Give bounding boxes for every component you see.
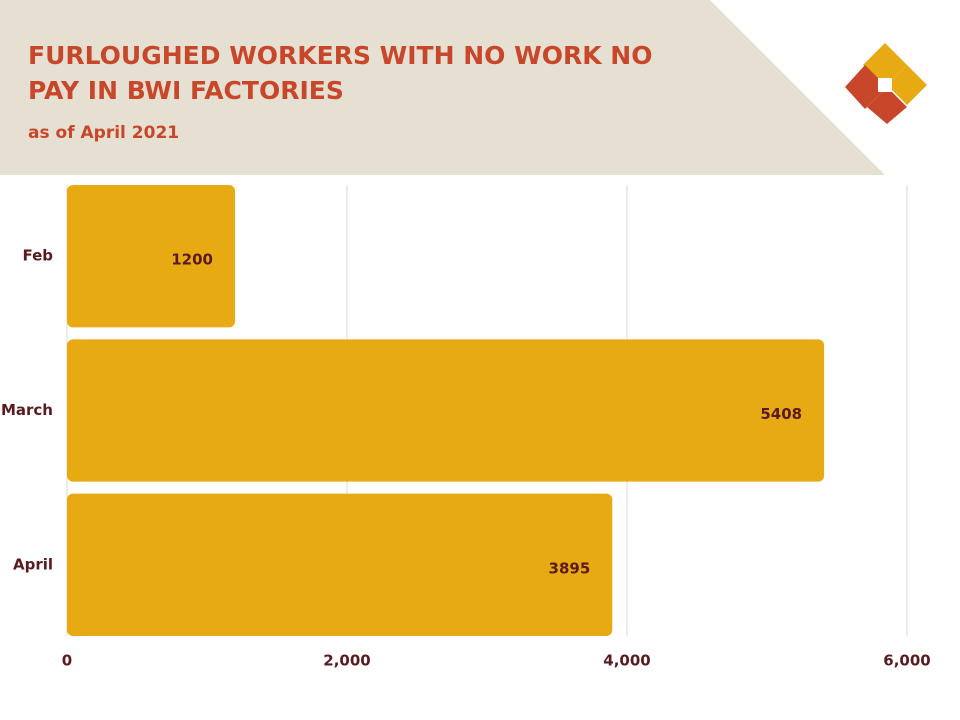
bar (67, 339, 825, 482)
chart-title: FURLOUGHED WORKERS WITH NO WORK NO PAY IN… (28, 41, 652, 105)
header-panel (0, 0, 885, 175)
value-label: 3895 (549, 559, 591, 577)
y-tick-label: Feb (22, 247, 53, 265)
y-tick-label: March (1, 401, 53, 419)
logo (845, 43, 927, 124)
bar (67, 185, 235, 328)
chart-subtitle: as of April 2021 (28, 123, 179, 143)
value-label: 5408 (760, 405, 802, 423)
x-tick-label: 0 (62, 652, 72, 670)
y-tick-label: April (13, 555, 53, 573)
value-label: 1200 (171, 251, 213, 269)
bar (67, 493, 613, 636)
x-tick-label: 4,000 (603, 652, 650, 670)
x-tick-label: 6,000 (883, 652, 930, 670)
x-tick-label: 2,000 (323, 652, 370, 670)
